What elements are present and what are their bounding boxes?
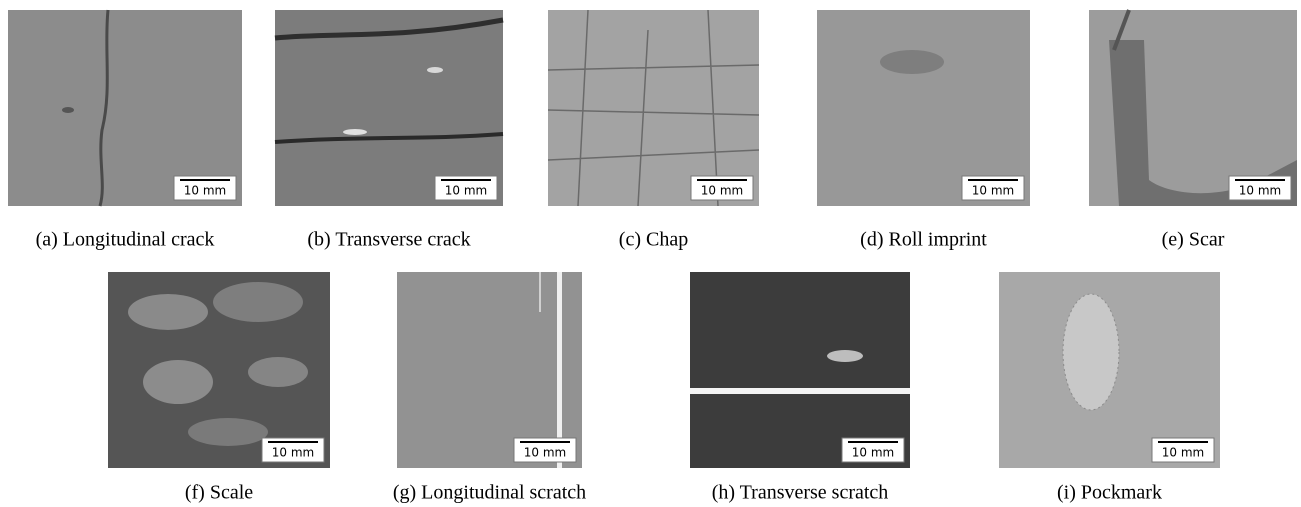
scale-label: 10 mm	[445, 184, 487, 198]
texture-shape	[1063, 294, 1119, 410]
panel: 10 mm	[548, 10, 759, 206]
defect-texture	[880, 50, 944, 74]
texture-shape	[143, 360, 213, 404]
defect-texture	[1063, 294, 1119, 410]
panel: 10 mm	[397, 272, 582, 468]
texture-shape	[248, 357, 308, 387]
panel: 10 mm	[275, 10, 503, 206]
panel: 10 mm	[690, 272, 910, 468]
panel: 10 mm	[999, 272, 1220, 468]
texture-shape	[690, 388, 910, 394]
scale-label: 10 mm	[852, 446, 894, 460]
texture-shape	[213, 282, 303, 322]
texture-shape	[128, 294, 208, 330]
texture-shape	[62, 107, 74, 113]
panel: 10 mm	[817, 10, 1030, 206]
caption: (f) Scale	[185, 482, 253, 504]
scale-label: 10 mm	[524, 446, 566, 460]
figure: 10 mm (a) Longitudinal crack 10 mm (b) Tran…	[0, 0, 1301, 507]
caption: (g) Longitudinal scratch	[393, 482, 586, 504]
scale-label: 10 mm	[272, 446, 314, 460]
caption: (b) Transverse crack	[307, 229, 470, 251]
texture-shape	[188, 418, 268, 446]
scale-label: 10 mm	[701, 184, 743, 198]
texture-shape	[880, 50, 944, 74]
caption: (a) Longitudinal crack	[36, 229, 215, 251]
page: 10 mm (a) Longitudinal crack 10 mm (b) Tran…	[0, 0, 1301, 507]
panel: 10 mm	[1089, 10, 1297, 206]
caption: (h) Transverse scratch	[712, 482, 889, 504]
caption: (c) Chap	[619, 229, 688, 251]
panel: 10 mm	[8, 10, 242, 206]
texture-shape	[343, 129, 367, 135]
panel: 10 mm	[108, 272, 330, 468]
texture-shape	[427, 67, 443, 73]
caption: (d) Roll imprint	[860, 229, 987, 251]
texture-shape	[827, 350, 863, 362]
scale-label: 10 mm	[1162, 446, 1204, 460]
scale-label: 10 mm	[972, 184, 1014, 198]
caption: (e) Scar	[1162, 229, 1225, 251]
scale-label: 10 mm	[1239, 184, 1281, 198]
texture-shape	[539, 272, 541, 312]
scale-label: 10 mm	[184, 184, 226, 198]
caption: (i) Pockmark	[1057, 482, 1162, 504]
